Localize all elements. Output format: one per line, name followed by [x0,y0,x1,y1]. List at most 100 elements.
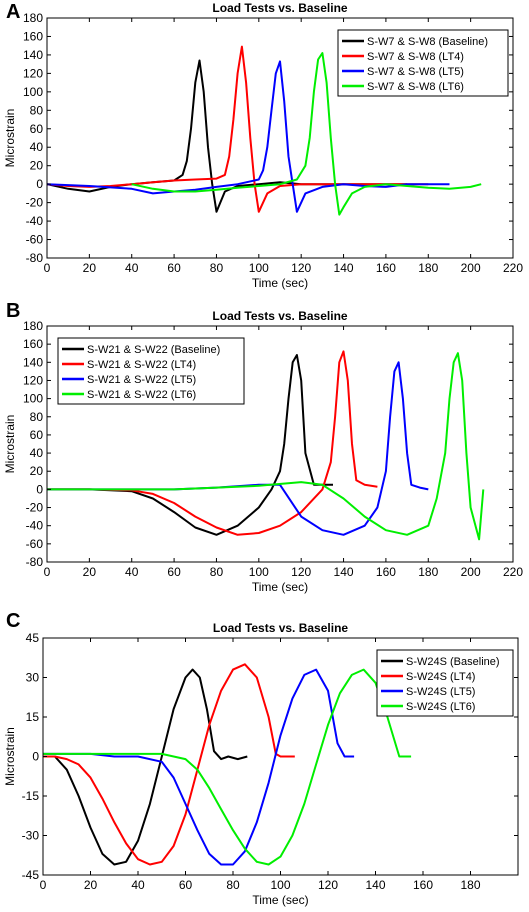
x-tick-label: 160 [376,565,396,579]
x-tick-label: 220 [503,261,523,275]
x-tick-label: 100 [249,261,269,275]
series-line-1 [47,354,333,536]
y-tick-label: 60 [30,122,44,136]
series-line-4 [43,668,412,866]
y-tick-label: 180 [23,319,43,333]
y-tick-label: 20 [30,464,44,478]
x-tick-label: 20 [83,565,97,579]
chart-title: Load Tests vs. Baseline [213,621,348,635]
y-tick-label: 60 [30,428,44,442]
series-line-2 [47,350,378,536]
x-tick-label: 200 [461,261,481,275]
y-tick-label: 80 [30,103,44,117]
series-line-3 [43,668,355,866]
y-tick-label: 120 [23,373,43,387]
x-tick-label: 40 [125,565,139,579]
legend-entry: S-W24S (LT4) [406,671,475,683]
y-tick-label: -60 [26,537,44,551]
x-tick-label: 140 [365,878,385,892]
y-tick-label: -60 [26,233,44,247]
series-line-2 [43,663,295,866]
legend-entry: S-W21 & S-W22 (Baseline) [87,344,220,356]
panel-letter-c: C [6,610,21,632]
legend-entry: S-W24S (LT5) [406,686,475,698]
y-tick-label: -20 [26,196,44,210]
legend-entry: S-W21 & S-W22 (LT5) [87,374,196,386]
y-tick-label: 120 [23,66,43,80]
y-tick-label: 45 [26,631,40,645]
y-tick-label: -40 [26,519,44,533]
legend-entry: S-W7 & S-W8 (Baseline) [367,36,488,48]
y-tick-label: -15 [22,789,40,803]
x-tick-label: 80 [210,261,224,275]
chart-title: Load Tests vs. Baseline [212,309,347,323]
legend-entry: S-W24S (Baseline) [406,656,500,668]
y-tick-label: -40 [26,214,44,228]
y-tick-label: 140 [23,355,43,369]
legend-entry: S-W24S (LT6) [406,701,475,713]
series-line-4 [131,52,482,216]
x-tick-label: 200 [461,565,481,579]
y-tick-label: 0 [36,177,43,191]
x-tick-label: 40 [131,878,145,892]
legend-entry: S-W7 & S-W8 (LT6) [367,81,464,93]
x-tick-label: 0 [40,878,47,892]
y-tick-label: 140 [23,48,43,62]
series-line-1 [43,668,248,866]
legend-entry: S-W21 & S-W22 (LT4) [87,359,196,371]
series-line-4 [47,352,485,541]
y-tick-label: -80 [26,251,44,265]
panel-letter-b: B [6,300,21,322]
legend-box [57,337,245,405]
x-tick-label: 80 [226,878,240,892]
x-tick-label: 60 [179,878,193,892]
y-axis-label: Microstrain [3,109,17,168]
y-tick-label: 180 [23,11,43,25]
y-tick-label: 160 [23,29,43,43]
x-tick-label: 180 [460,878,480,892]
x-tick-label: 220 [503,565,523,579]
legend-entry: S-W7 & S-W8 (LT5) [367,66,464,78]
x-tick-label: 20 [84,878,98,892]
y-tick-label: -80 [26,555,44,569]
y-tick-label: 80 [30,410,44,424]
x-tick-label: 140 [334,565,354,579]
x-tick-label: 180 [418,261,438,275]
x-tick-label: 60 [167,565,181,579]
x-tick-label: 180 [418,565,438,579]
x-tick-label: 140 [334,261,354,275]
x-tick-label: 60 [167,261,181,275]
x-tick-label: 20 [83,261,97,275]
x-tick-label: 0 [44,261,51,275]
x-tick-label: 160 [376,261,396,275]
y-axis-label: Microstrain [3,415,17,474]
panel-letter-a: A [6,1,21,23]
x-tick-label: 0 [44,565,51,579]
x-axis-label: Time (sec) [252,276,308,290]
y-tick-label: -30 [22,829,40,843]
x-tick-label: 120 [318,878,338,892]
x-tick-label: 100 [249,565,269,579]
plot-frame [46,325,514,563]
x-axis-label: Time (sec) [252,893,308,907]
x-axis-label: Time (sec) [252,580,308,594]
y-tick-label: 100 [23,392,43,406]
y-tick-label: 0 [36,482,43,496]
y-tick-label: 160 [23,337,43,351]
x-tick-label: 120 [291,565,311,579]
x-tick-label: 100 [270,878,290,892]
legend-entry: S-W21 & S-W22 (LT6) [87,389,196,401]
y-tick-label: 40 [30,140,44,154]
y-tick-label: -45 [22,868,40,882]
x-tick-label: 80 [210,565,224,579]
x-tick-label: 120 [291,261,311,275]
x-tick-label: 40 [125,261,139,275]
y-tick-label: 100 [23,85,43,99]
chart-title: Load Tests vs. Baseline [212,1,347,15]
legend-box [337,29,509,97]
legend-entry: S-W7 & S-W8 (LT4) [367,51,464,63]
y-tick-label: 15 [26,710,40,724]
y-tick-label: 30 [26,671,40,685]
plot-frame [46,17,514,259]
